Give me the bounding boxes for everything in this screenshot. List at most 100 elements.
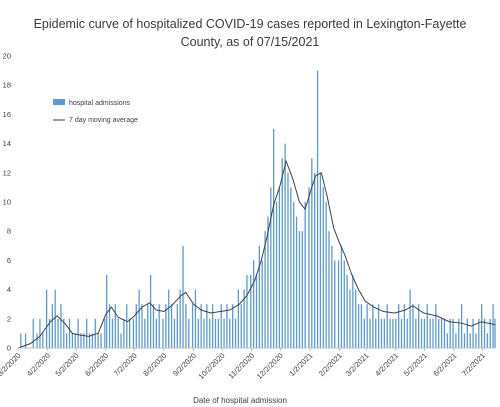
admission-bar	[486, 333, 489, 348]
admission-bar	[301, 231, 303, 348]
admission-bar	[209, 318, 211, 348]
admission-bar	[173, 318, 176, 348]
y-tick-label: 16	[3, 110, 11, 119]
admission-bar	[182, 245, 184, 348]
admission-bar	[83, 333, 85, 348]
x-tick-label: 6/2/2020	[83, 351, 110, 378]
x-tick-label: 6/2/2021	[431, 351, 458, 378]
admission-bar	[74, 333, 76, 348]
admission-bar	[281, 158, 283, 348]
legend-bar-swatch	[53, 99, 65, 105]
admission-bar	[337, 260, 340, 348]
admission-bar	[255, 275, 258, 348]
admission-bar	[194, 289, 197, 348]
admission-bar	[108, 304, 111, 348]
admission-bar	[340, 245, 343, 348]
admission-bar	[334, 260, 336, 348]
admission-bar	[80, 333, 82, 348]
admission-bar	[111, 318, 114, 348]
admission-bar	[165, 304, 167, 348]
admission-bar	[135, 304, 137, 348]
admission-bar	[217, 318, 219, 348]
y-tick-label: 4	[7, 285, 11, 294]
x-tick-label: 1/2/2021	[287, 351, 314, 378]
admission-bar	[463, 333, 466, 348]
admission-bar	[114, 304, 116, 348]
admission-bar	[149, 275, 152, 348]
x-tick-label: 5/2/2020	[54, 351, 81, 378]
admission-bar	[432, 318, 434, 348]
admission-bar	[435, 304, 437, 348]
admission-bar	[438, 318, 440, 348]
admission-bar	[466, 318, 468, 348]
admission-bar	[261, 260, 263, 348]
admission-bar	[234, 318, 237, 348]
admission-bar	[369, 318, 371, 348]
admission-bar	[91, 333, 94, 348]
admission-bar	[176, 304, 178, 348]
admission-bar	[203, 318, 205, 348]
admission-bar	[240, 304, 242, 348]
admission-bar	[440, 318, 443, 348]
admission-bar	[232, 304, 234, 348]
admission-bar	[492, 304, 494, 348]
admission-bar	[185, 304, 187, 348]
admission-bar	[138, 289, 140, 348]
admission-bar	[264, 231, 266, 348]
admission-bar	[226, 304, 228, 348]
admission-bar	[220, 304, 222, 348]
admission-bar	[104, 318, 106, 348]
admission-bar	[316, 70, 319, 348]
admission-bar	[308, 187, 310, 348]
admission-bar	[237, 289, 240, 348]
y-tick-label: 14	[3, 139, 11, 148]
admission-bar	[460, 304, 463, 348]
admission-bar	[197, 318, 199, 348]
admission-bar	[412, 304, 414, 348]
admission-bar	[144, 318, 146, 348]
admission-bar	[375, 318, 377, 348]
y-tick-label: 12	[3, 168, 11, 177]
admission-bar	[20, 333, 22, 348]
admission-bar	[349, 289, 351, 348]
admission-bar	[250, 275, 252, 348]
x-axis-title: Date of hospital admission	[193, 396, 287, 405]
admission-bar	[66, 333, 68, 348]
admission-bar	[170, 304, 173, 348]
x-tick-label: 9/2/2020	[171, 351, 198, 378]
admission-bar	[458, 318, 460, 348]
admission-bar	[206, 304, 208, 348]
admission-bar	[489, 318, 491, 348]
chart-title-line-1: Epidemic curve of hospitalized COVID-19 …	[34, 17, 467, 31]
admission-bar	[126, 304, 128, 348]
admission-bar	[42, 333, 44, 348]
admission-bar	[32, 318, 34, 348]
admission-bar	[86, 318, 88, 348]
y-tick-label: 8	[7, 227, 11, 236]
admission-bar	[77, 318, 79, 348]
admission-bar	[319, 172, 322, 348]
hospital-admissions-bars	[20, 70, 496, 348]
admission-bar	[275, 202, 278, 348]
admission-bar	[322, 187, 324, 348]
x-tick-label: 11/2/2020	[227, 351, 257, 381]
admission-bar	[383, 318, 385, 348]
x-tick-label: 10/2/2020	[197, 351, 227, 381]
legend-bar-label: hospital admissions	[69, 100, 131, 107]
admission-bar	[71, 333, 74, 348]
admission-bar	[455, 333, 457, 348]
x-tick-label: 7/2/2020	[112, 351, 139, 378]
admission-bar	[423, 318, 426, 348]
moving-average-line	[17, 159, 496, 349]
x-tick-label: 4/2/2020	[25, 351, 52, 378]
y-axis-ticks: 0 2 4 6 8 10 12 14 16 18 20	[3, 52, 11, 353]
admission-bar	[472, 318, 474, 348]
admission-bar	[36, 333, 38, 348]
x-tick-label: 3/2/2021	[344, 351, 371, 378]
admission-bar	[179, 289, 181, 348]
admission-bar	[418, 304, 420, 348]
admission-bar	[295, 216, 298, 348]
admission-bar	[360, 304, 363, 348]
admission-bar	[346, 275, 348, 348]
